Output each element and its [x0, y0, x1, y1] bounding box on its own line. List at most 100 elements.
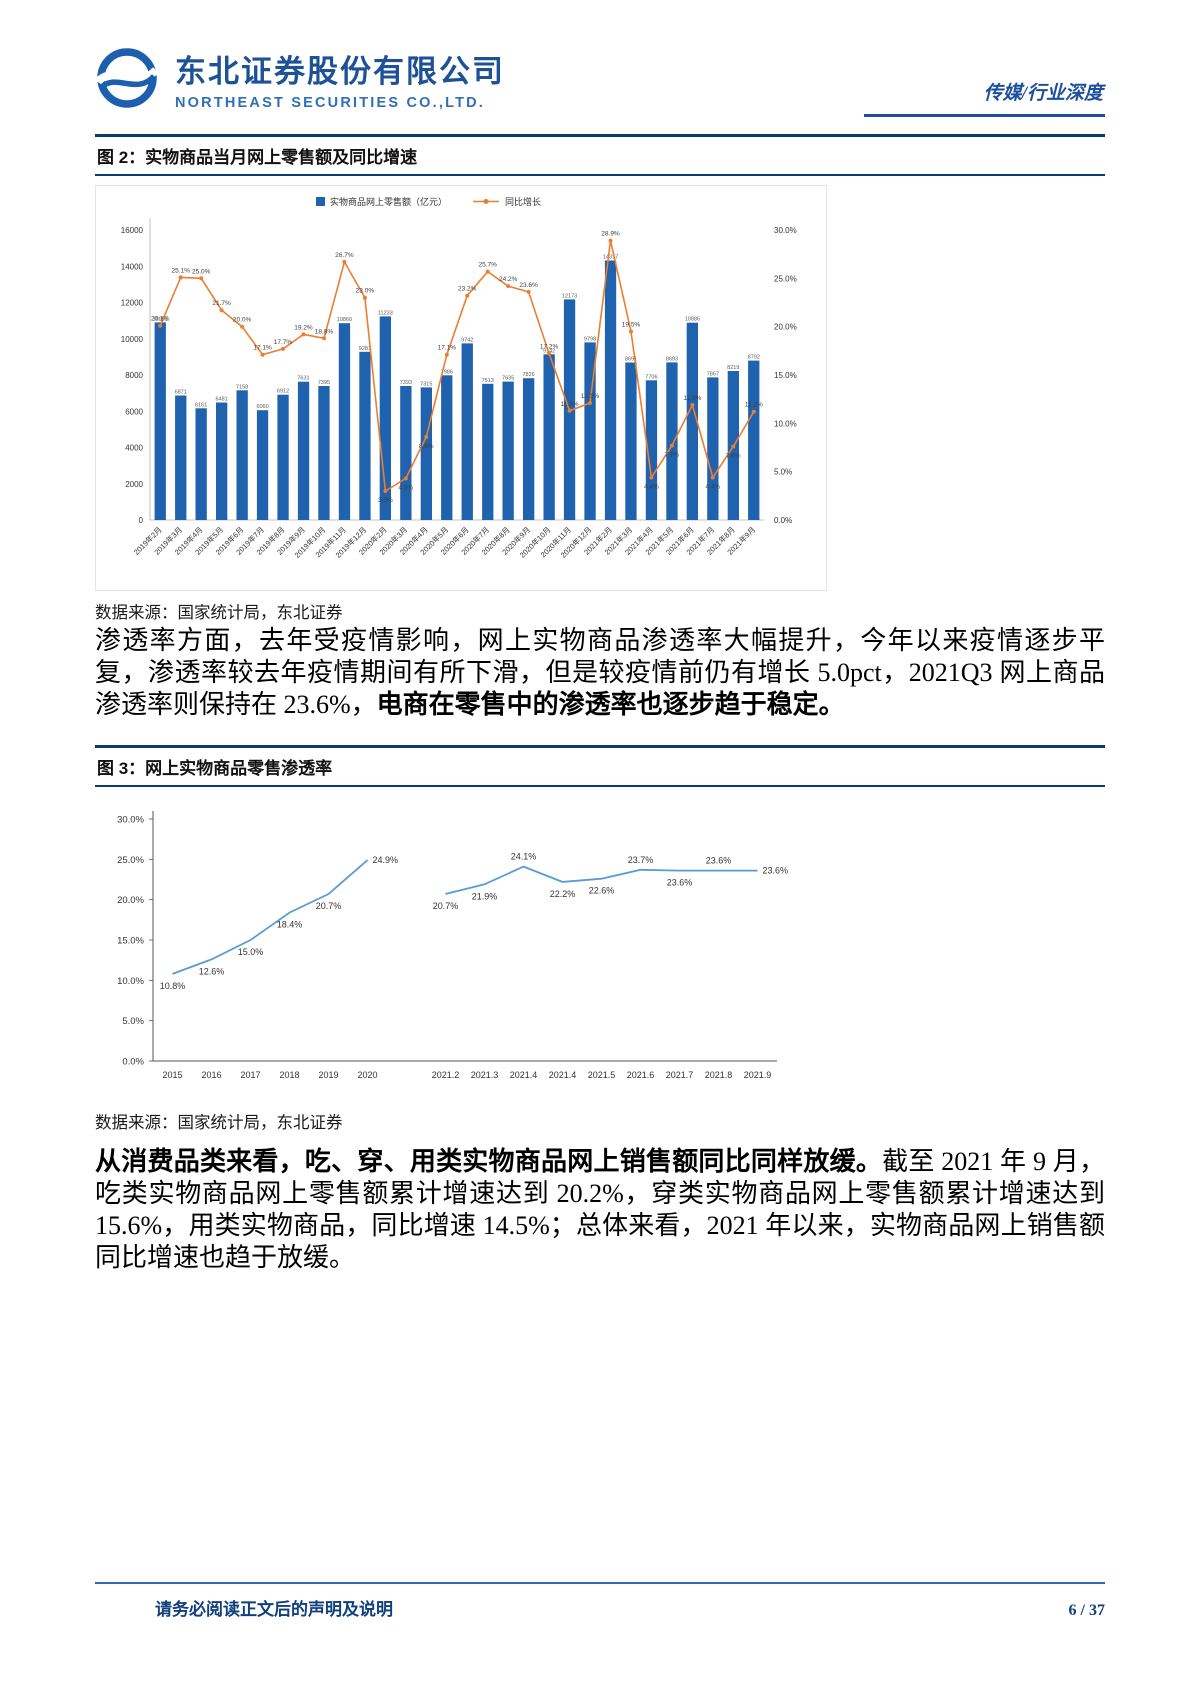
svg-text:2015: 2015 [162, 1070, 182, 1080]
svg-text:21.7%: 21.7% [212, 300, 231, 307]
svg-text:0.0%: 0.0% [122, 1057, 144, 1068]
svg-text:12173: 12173 [562, 293, 577, 299]
svg-text:4.3%: 4.3% [398, 484, 413, 491]
paragraph-1-bold-text: 电商在零售中的渗透率也逐步趋于稳定。 [376, 690, 845, 719]
svg-text:18.4%: 18.4% [277, 920, 303, 930]
body-paragraph-2: 从消费品类来看，吃、穿、用类实物商品网上销售额同比同样放缓。截至 2021 年 … [95, 1146, 1105, 1274]
paragraph-1-text: 渗透率方面，去年受疫情影响，网上实物商品渗透率大幅提升，今年以来疫情逐步平复，渗… [95, 626, 1105, 719]
svg-text:10.8%: 10.8% [160, 981, 186, 991]
svg-text:7826: 7826 [523, 372, 535, 378]
svg-text:7867: 7867 [707, 371, 719, 377]
svg-text:2021.9: 2021.9 [744, 1070, 772, 1080]
svg-text:10860: 10860 [337, 317, 352, 323]
company-name-en: NORTHEAST SECURITIES CO.,LTD. [175, 95, 486, 111]
svg-text:8219: 8219 [727, 365, 739, 371]
svg-text:12000: 12000 [121, 299, 144, 308]
svg-text:10886: 10886 [685, 317, 700, 323]
svg-text:7513: 7513 [482, 378, 494, 384]
svg-text:3.0%: 3.0% [378, 497, 393, 504]
svg-text:实物商品网上零售额（亿元）: 实物商品网上零售额（亿元） [330, 196, 447, 207]
paragraph-2-text: 截至 2021 年 9 月，吃类实物商品网上零售额累计增速达到 20.2%，穿类… [95, 1147, 1105, 1272]
figure-3-title: 图 3：网上实物商品零售渗透率 [95, 745, 1105, 787]
svg-text:0: 0 [139, 516, 144, 525]
svg-text:25.0%: 25.0% [117, 855, 144, 866]
svg-text:24.1%: 24.1% [511, 852, 537, 862]
svg-text:20.0%: 20.0% [117, 895, 144, 906]
svg-text:28.9%: 28.9% [601, 231, 620, 238]
svg-text:12.1%: 12.1% [581, 393, 600, 400]
svg-text:2021.6: 2021.6 [627, 1070, 655, 1080]
svg-text:20.1%: 20.1% [151, 316, 170, 323]
svg-text:8792: 8792 [748, 355, 760, 361]
figure-2-combo-chart: 0 2000 4000 6000 8000 10000 12000 14000 16000 0.0… [121, 196, 797, 560]
svg-text:24.2%: 24.2% [499, 276, 518, 283]
svg-text:24.9%: 24.9% [373, 855, 399, 865]
svg-text:23.7%: 23.7% [628, 855, 654, 865]
footer: 请务必阅读正文后的声明及说明 6 / 37 [95, 1582, 1105, 1620]
company-name-cn: 东北证券股份有限公司 [175, 54, 505, 89]
svg-text:6481: 6481 [216, 397, 228, 403]
svg-text:25.0%: 25.0% [774, 274, 797, 283]
svg-text:4.4%: 4.4% [644, 484, 659, 491]
svg-text:7706: 7706 [645, 374, 657, 380]
svg-text:10.0%: 10.0% [117, 976, 144, 987]
figure-2-source: 数据来源：国家统计局，东北证券 [95, 603, 343, 622]
figure-2-chart-box: 0 2000 4000 6000 8000 10000 12000 14000 16000 0.0… [95, 185, 827, 591]
svg-text:7.6%: 7.6% [726, 453, 741, 460]
figure-3-chart-box: 0.0% 5.0% 10.0% 15.0% 20.0% 25.0% 30.0% 2015 201… [95, 801, 799, 1101]
svg-text:20.7%: 20.7% [316, 901, 342, 911]
header: 东北证券股份有限公司 NORTHEAST SECURITIES CO.,LTD.… [95, 44, 1105, 122]
svg-text:23.6%: 23.6% [667, 878, 693, 888]
svg-text:2016: 2016 [201, 1070, 221, 1080]
svg-text:30.0%: 30.0% [117, 815, 144, 826]
svg-text:同比增长: 同比增长 [505, 196, 541, 207]
svg-text:10000: 10000 [121, 335, 144, 344]
svg-text:22.2%: 22.2% [550, 889, 576, 899]
svg-text:15.0%: 15.0% [238, 947, 264, 957]
svg-text:4.4%: 4.4% [705, 484, 720, 491]
svg-text:6871: 6871 [175, 390, 187, 396]
svg-text:18.8%: 18.8% [315, 328, 334, 335]
footer-page-number: 6 / 37 [1068, 1602, 1105, 1619]
svg-text:15.0%: 15.0% [117, 936, 144, 947]
svg-text:23.0%: 23.0% [356, 288, 375, 295]
svg-text:23.6%: 23.6% [519, 282, 538, 289]
svg-text:6161: 6161 [195, 402, 207, 408]
svg-text:17.2%: 17.2% [540, 344, 559, 351]
svg-text:11233: 11233 [378, 310, 393, 316]
svg-text:25.1%: 25.1% [171, 267, 190, 274]
svg-text:20.0%: 20.0% [774, 323, 797, 332]
report-category-tag: 传媒/行业深度 [863, 78, 1105, 117]
svg-text:19.5%: 19.5% [622, 322, 641, 329]
svg-text:2000: 2000 [125, 480, 143, 489]
paragraph-2-bold-text: 从消费品类来看，吃、穿、用类实物商品网上销售额同比同样放缓。 [95, 1147, 883, 1176]
svg-text:7315: 7315 [420, 381, 432, 387]
svg-text:2020: 2020 [357, 1070, 377, 1080]
svg-text:7393: 7393 [400, 380, 412, 386]
svg-text:2021.2: 2021.2 [432, 1070, 460, 1080]
svg-text:2021.4: 2021.4 [510, 1070, 538, 1080]
svg-text:2019: 2019 [318, 1070, 338, 1080]
body-paragraph-1: 渗透率方面，去年受疫情影响，网上实物商品渗透率大幅提升，今年以来疫情逐步平复，渗… [95, 625, 1105, 721]
svg-text:7158: 7158 [236, 384, 248, 390]
svg-text:12.6%: 12.6% [199, 966, 225, 976]
svg-text:8.6%: 8.6% [419, 443, 434, 450]
svg-text:6000: 6000 [125, 407, 143, 416]
svg-text:21.9%: 21.9% [472, 891, 498, 901]
svg-text:2021.3: 2021.3 [471, 1070, 499, 1080]
svg-text:6912: 6912 [277, 389, 289, 395]
svg-text:10901: 10901 [153, 316, 168, 322]
svg-text:8693: 8693 [666, 356, 678, 362]
svg-text:11.3%: 11.3% [561, 401, 579, 408]
figure-3-line-chart: 0.0% 5.0% 10.0% 15.0% 20.0% 25.0% 30.0% 2015 201… [117, 811, 788, 1080]
svg-text:6060: 6060 [256, 404, 268, 410]
svg-text:4000: 4000 [125, 444, 143, 453]
svg-text:14317: 14317 [603, 255, 618, 261]
svg-text:15.0%: 15.0% [774, 371, 797, 380]
svg-text:19.2%: 19.2% [294, 324, 313, 331]
svg-text:7631: 7631 [297, 376, 309, 382]
svg-text:2021.8: 2021.8 [705, 1070, 733, 1080]
svg-text:20.0%: 20.0% [233, 317, 252, 324]
svg-text:7635: 7635 [502, 376, 514, 382]
svg-text:23.2%: 23.2% [458, 286, 477, 293]
